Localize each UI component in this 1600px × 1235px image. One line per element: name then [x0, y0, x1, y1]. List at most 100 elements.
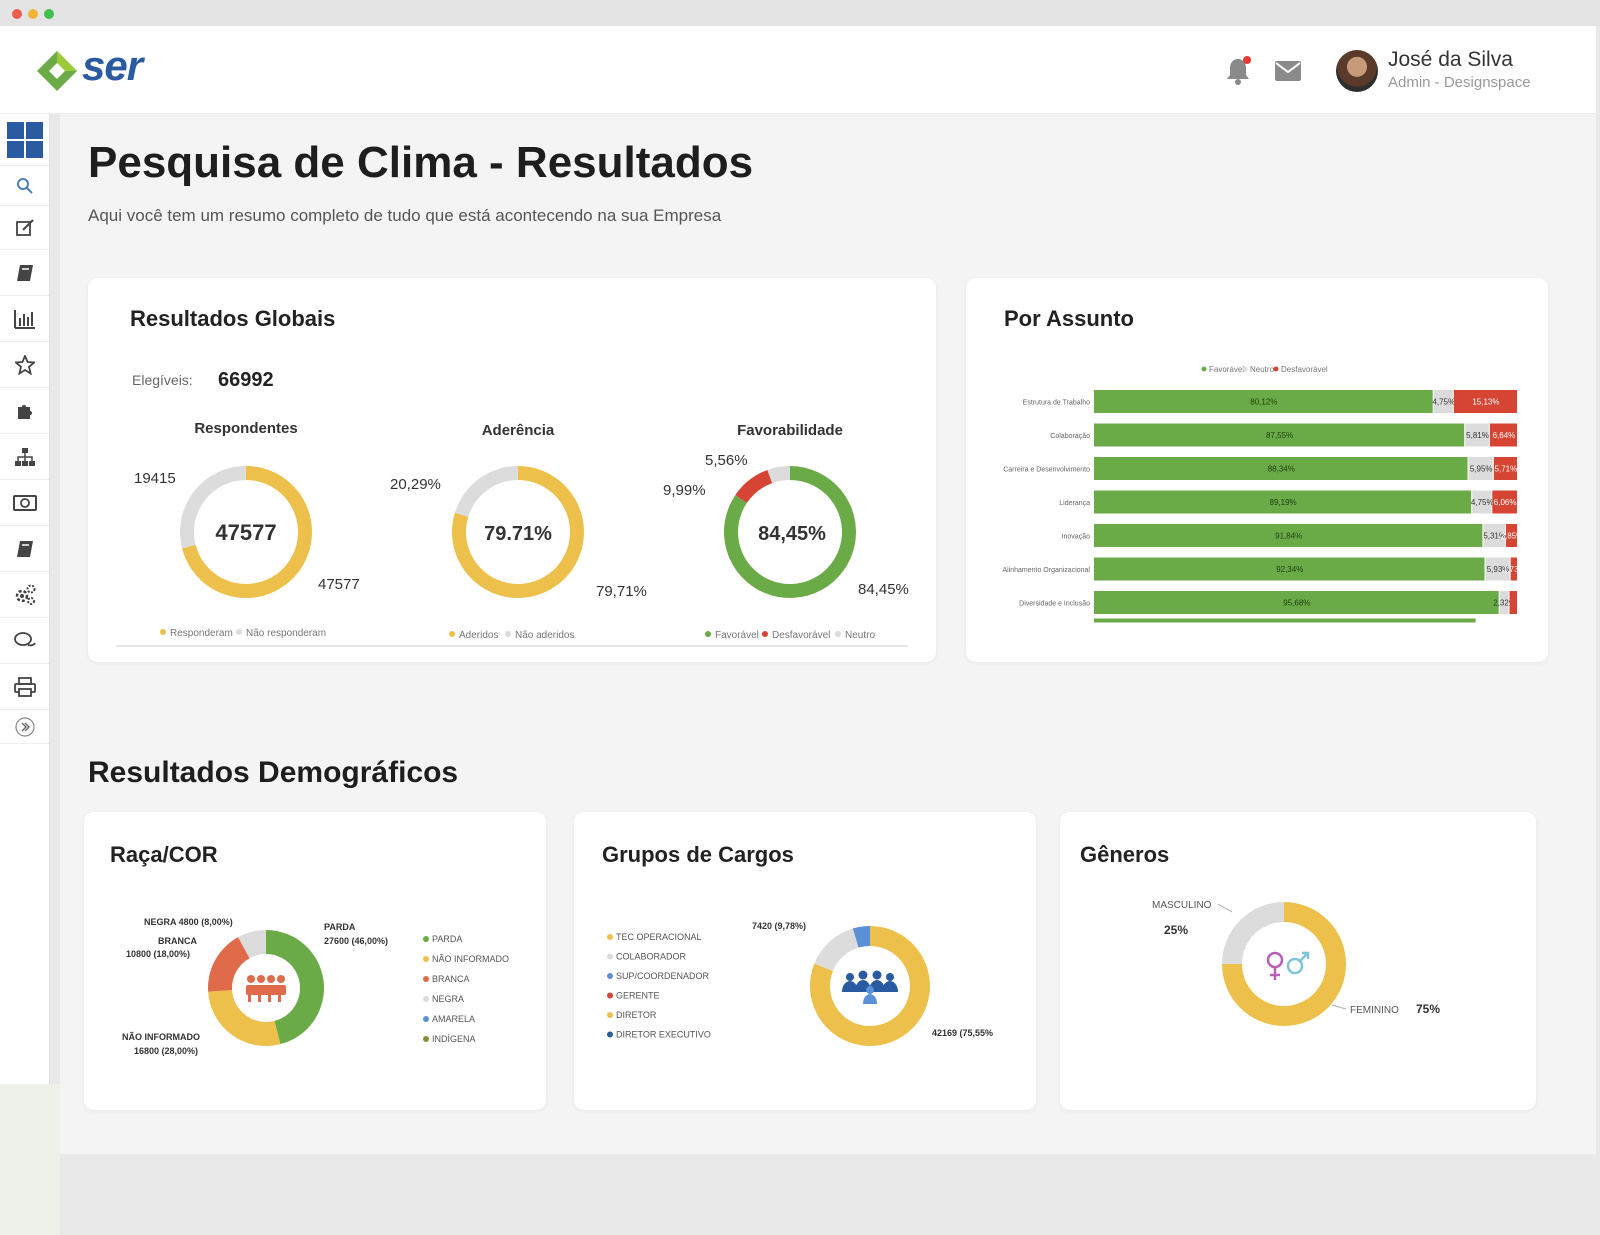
mail-icon[interactable] [1274, 60, 1302, 82]
subject-bar-segment [1465, 423, 1489, 447]
subject-category-label: Diversidade e Inclusão [1019, 601, 1090, 608]
label-cargos-bottom: 42169 (75,55% [932, 1028, 993, 1038]
subject-bar-segment [1094, 457, 1468, 480]
card-title: Gêneros [1080, 842, 1170, 867]
sidebar-item-plugins[interactable] [0, 388, 49, 434]
subject-category-label: Inovação [1062, 534, 1091, 541]
stacked-bars: Estrutura de Trabalho 80,12% 4,75% 15,13% Co… [1002, 390, 1526, 623]
page-title: Pesquisa de Clima - Resultados [88, 138, 754, 187]
subject-bar-value: 88,34% [1268, 465, 1295, 474]
maximize-window-button[interactable] [44, 9, 54, 19]
sidebar-item-favorites[interactable] [0, 342, 49, 388]
minimize-window-button[interactable] [28, 9, 38, 19]
sidebar-item-dashboard[interactable] [0, 114, 49, 166]
job-groups-chart: TEC OPERACIONAL COLABORADOR SUP/COORDENADO… [607, 921, 993, 1046]
sidebar-item-finance[interactable] [0, 480, 49, 526]
notification-bell-icon[interactable] [1224, 56, 1252, 86]
race-donut [208, 930, 324, 1046]
legend-favoravel: Favorável [1209, 365, 1244, 374]
sidebar-item-notebook[interactable] [0, 526, 49, 572]
sidebar-footer [0, 1084, 60, 1235]
legend-item: PARDA [432, 934, 462, 944]
race-chart: NEGRA 4800 (8,00%) BRANCA 10800 (18,00%)… [122, 917, 509, 1056]
subject-bar-value: 5,31% [1483, 532, 1506, 541]
settings-icon [15, 584, 35, 605]
legend-dot [423, 956, 429, 962]
favorabilidade-donut [724, 466, 856, 598]
subject-bar-segment [1094, 490, 1472, 514]
favorabilidade-label-gray: 5,56% [705, 452, 748, 469]
legend-responderam: Responderam [170, 628, 233, 639]
legend-item: GERENTE [616, 991, 660, 1001]
elegiveis-value: 66992 [218, 369, 274, 391]
legend-item: TEC OPERACIONAL [616, 932, 702, 942]
respondentes-title: Respondentes [194, 420, 297, 437]
genders-donut [1222, 902, 1346, 1026]
donut-slice-parda [266, 930, 324, 1045]
legend-item: SUP/COORDENADOR [616, 971, 710, 981]
subject-bar-value: 1,73% [1503, 565, 1526, 574]
close-window-button[interactable] [12, 9, 22, 19]
subject-bar-segment [1505, 524, 1517, 547]
legend-dot-nao-aderidos [505, 631, 511, 637]
card-title: Resultados Globais [130, 306, 336, 331]
respondentes-label-yellow: 47577 [318, 576, 360, 593]
team-icon [842, 970, 898, 1004]
label-feminino: FEMININO [1350, 1005, 1399, 1016]
logo-text[interactable]: ser [82, 42, 143, 89]
elegiveis-label: Elegíveis: [132, 372, 193, 388]
subject-category-label: Liderança [1059, 500, 1090, 507]
genders-card: Gêneros MASCULINO 25% FEMININO 75% [1060, 812, 1536, 1110]
sidebar-item-edit[interactable] [0, 206, 49, 250]
money-icon [12, 494, 37, 511]
favorabilidade-label-red: 9,99% [663, 482, 706, 499]
job-groups-card: Grupos de Cargos TEC OPERACIONAL COLABORA… [574, 812, 1036, 1110]
donut-slice-negra [238, 930, 266, 959]
race-legend: PARDA NÃO INFORMADO BRANCA NEGRA AMARELA INDÍ… [423, 934, 509, 1044]
job-groups-legend: TEC OPERACIONAL COLABORADOR SUP/COORDENADO… [607, 932, 711, 1040]
respondentes-label-gray: 19415 [134, 470, 176, 487]
sidebar-item-book[interactable] [0, 250, 49, 296]
subject-bar-value: 15,13% [1472, 398, 1499, 407]
page-subtitle: Aqui você tem um resumo completo de tudo… [88, 206, 722, 225]
legend-aderidos: Aderidos [459, 630, 498, 641]
subject-bar-segment [1510, 557, 1517, 581]
legend-item: DIRETOR EXECUTIVO [616, 1030, 711, 1040]
legend-neutro: Neutro [1250, 365, 1275, 374]
subject-bar-segment [1485, 557, 1510, 581]
sidebar-item-organization[interactable] [0, 434, 49, 480]
donut-slice-branca [208, 937, 250, 992]
legend-item: COLABORADOR [616, 952, 687, 962]
sidebar-expand-button[interactable] [0, 710, 49, 744]
legend-item: NÃO INFORMADO [432, 954, 509, 964]
legend-dot [423, 976, 429, 982]
donut-slice-nao-aderidos [454, 466, 518, 517]
subject-bar-value: 6,64% [1493, 431, 1516, 440]
subject-bar-value: 4,75% [1471, 498, 1494, 507]
subject-bar-segment [1094, 557, 1485, 581]
user-name[interactable]: José da Silva [1388, 48, 1513, 71]
legend-dot-favoravel [705, 631, 711, 637]
subject-bar-value: 89,19% [1270, 498, 1297, 507]
window-titlebar [0, 0, 1600, 26]
legend-dot [607, 992, 613, 999]
sidebar-item-settings[interactable] [0, 572, 49, 618]
donut-slice-sup-coordenador [852, 926, 870, 948]
label-negra: NEGRA 4800 (8,00%) [144, 917, 233, 927]
gender-symbols-icon [1266, 951, 1310, 980]
aderencia-donut [452, 466, 584, 598]
value-masculino: 25% [1164, 923, 1188, 937]
subject-bar-value: 92,34% [1276, 565, 1303, 574]
sidebar-item-search[interactable] [0, 166, 49, 206]
puzzle-icon [17, 404, 32, 419]
subject-bar-value: 5,71% [1495, 465, 1518, 474]
subject-bar-segment [1094, 591, 1499, 614]
top-header: ser José da Silva Admin - Designspace [0, 26, 1596, 114]
sidebar-item-print[interactable] [0, 664, 49, 710]
avatar[interactable] [1336, 50, 1378, 92]
sidebar-item-messages[interactable] [0, 618, 49, 664]
respondentes-center-value: 47577 [215, 520, 276, 545]
aderencia-label-gray: 20,29% [390, 476, 441, 493]
value-feminino: 75% [1416, 1002, 1440, 1016]
sidebar-item-reports[interactable] [0, 296, 49, 342]
